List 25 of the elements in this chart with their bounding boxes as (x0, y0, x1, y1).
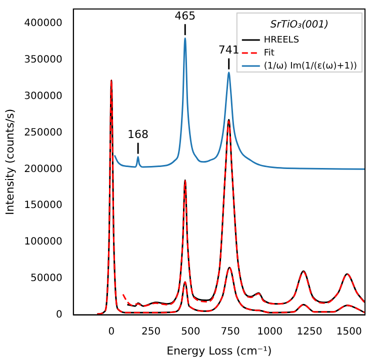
y-tick-label: 50000 (30, 272, 62, 284)
x-axis-title: Energy Loss (cm⁻¹) (166, 344, 272, 358)
y-tick-label: 200000 (24, 164, 62, 175)
annotation: 741 (218, 44, 240, 57)
y-tick-label: 300000 (24, 90, 62, 102)
y-tick-label: 150000 (24, 200, 62, 212)
y-tick-label: 350000 (24, 54, 62, 66)
y-tick-label: 0 (56, 309, 62, 320)
y-axis-title: Intensity (counts/s) (3, 108, 16, 215)
x-tick-label: 750 (220, 326, 240, 338)
legend-label: (1/ω) Im(1/(ε(ω)+1)) (264, 61, 357, 72)
y-tick-label: 100000 (24, 236, 62, 248)
x-tick-label: 0 (108, 326, 115, 338)
y-tick-label: 400000 (24, 18, 62, 30)
x-tick-label: 1500 (336, 326, 362, 338)
annotation: 168 (128, 128, 149, 142)
legend-label: HREELS (264, 35, 300, 46)
x-tick-label: 1250 (296, 326, 322, 338)
annotation: 465 (174, 9, 196, 22)
x-tick-label: 1000 (257, 326, 283, 338)
legend-label: Fit (264, 48, 275, 58)
x-tick-label: 250 (141, 326, 161, 338)
x-tick-label: 500 (181, 326, 200, 338)
legend-title: SrTiO₃(001) (270, 20, 329, 31)
y-tick-label: 250000 (24, 127, 62, 138)
